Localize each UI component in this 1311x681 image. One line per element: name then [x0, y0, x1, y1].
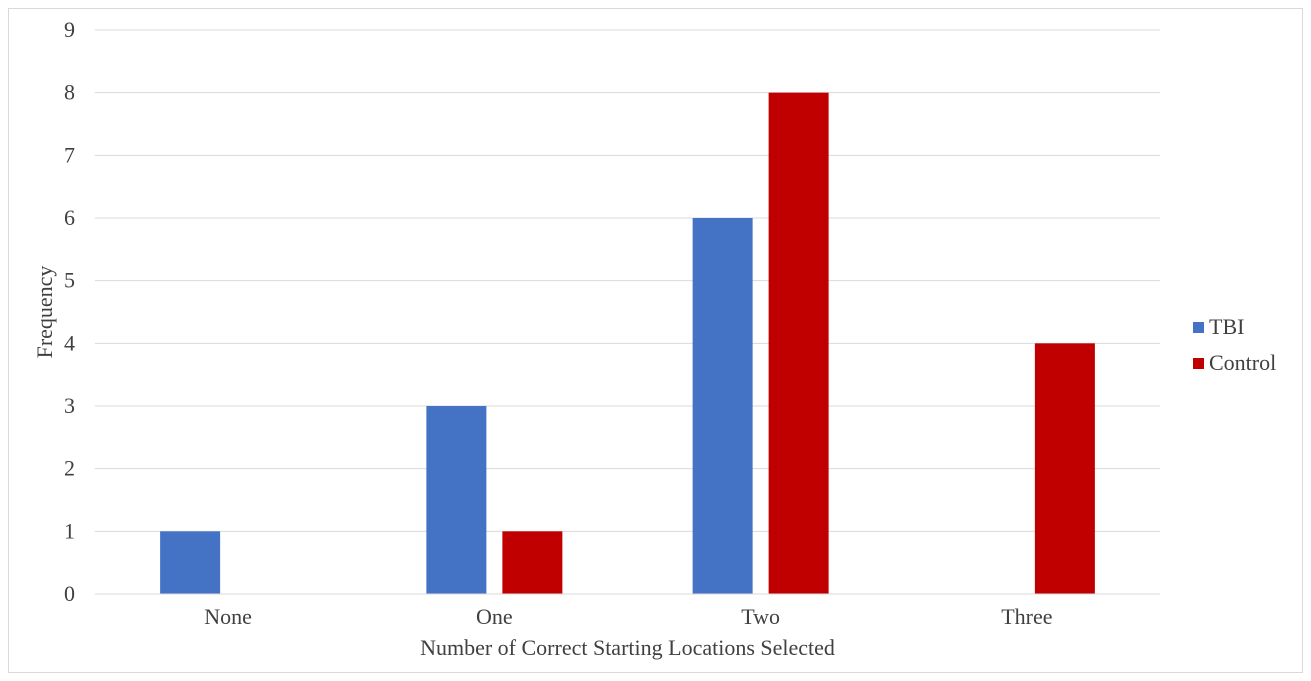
bar-control-two: [768, 92, 829, 595]
legend-label-control: Control: [1209, 350, 1276, 375]
legend-label-tbi: TBI: [1209, 314, 1244, 339]
legend: TBI Control: [1193, 314, 1276, 375]
bar-tbi-none: [160, 531, 221, 594]
y-tick-label: 3: [64, 393, 75, 418]
y-tick-label: 1: [64, 518, 75, 543]
legend-swatch-control: [1193, 358, 1204, 369]
bar-control-three: [1034, 343, 1095, 594]
chart-frame: [8, 8, 1303, 673]
bar-control-one: [502, 531, 563, 594]
x-axis-title: Number of Correct Starting Locations Sel…: [420, 635, 835, 660]
bar-tbi-one: [426, 406, 487, 594]
y-tick-label: 2: [64, 456, 75, 481]
y-tick-label: 6: [64, 205, 75, 230]
y-tick-label: 8: [64, 80, 75, 105]
legend-swatch-tbi: [1193, 322, 1204, 333]
x-tick-label: None: [204, 604, 252, 629]
y-tick-label: 9: [64, 17, 75, 42]
y-tick-label: 7: [64, 142, 75, 167]
y-tick-label: 5: [64, 268, 75, 293]
y-tick-labels: 0 1 2 3 4 5 6 7 8 9: [64, 17, 75, 606]
bars: [160, 92, 1095, 595]
gridlines: [95, 29, 1160, 532]
y-tick-label: 4: [64, 330, 75, 355]
x-tick-label: Three: [1001, 604, 1052, 629]
x-tick-label: One: [476, 604, 513, 629]
x-tick-labels: None One Two Three: [204, 604, 1052, 629]
x-tick-label: Two: [741, 604, 780, 629]
y-axis-title: Frequency: [32, 266, 57, 359]
bar-tbi-two: [692, 218, 753, 594]
y-tick-label: 0: [64, 581, 75, 606]
